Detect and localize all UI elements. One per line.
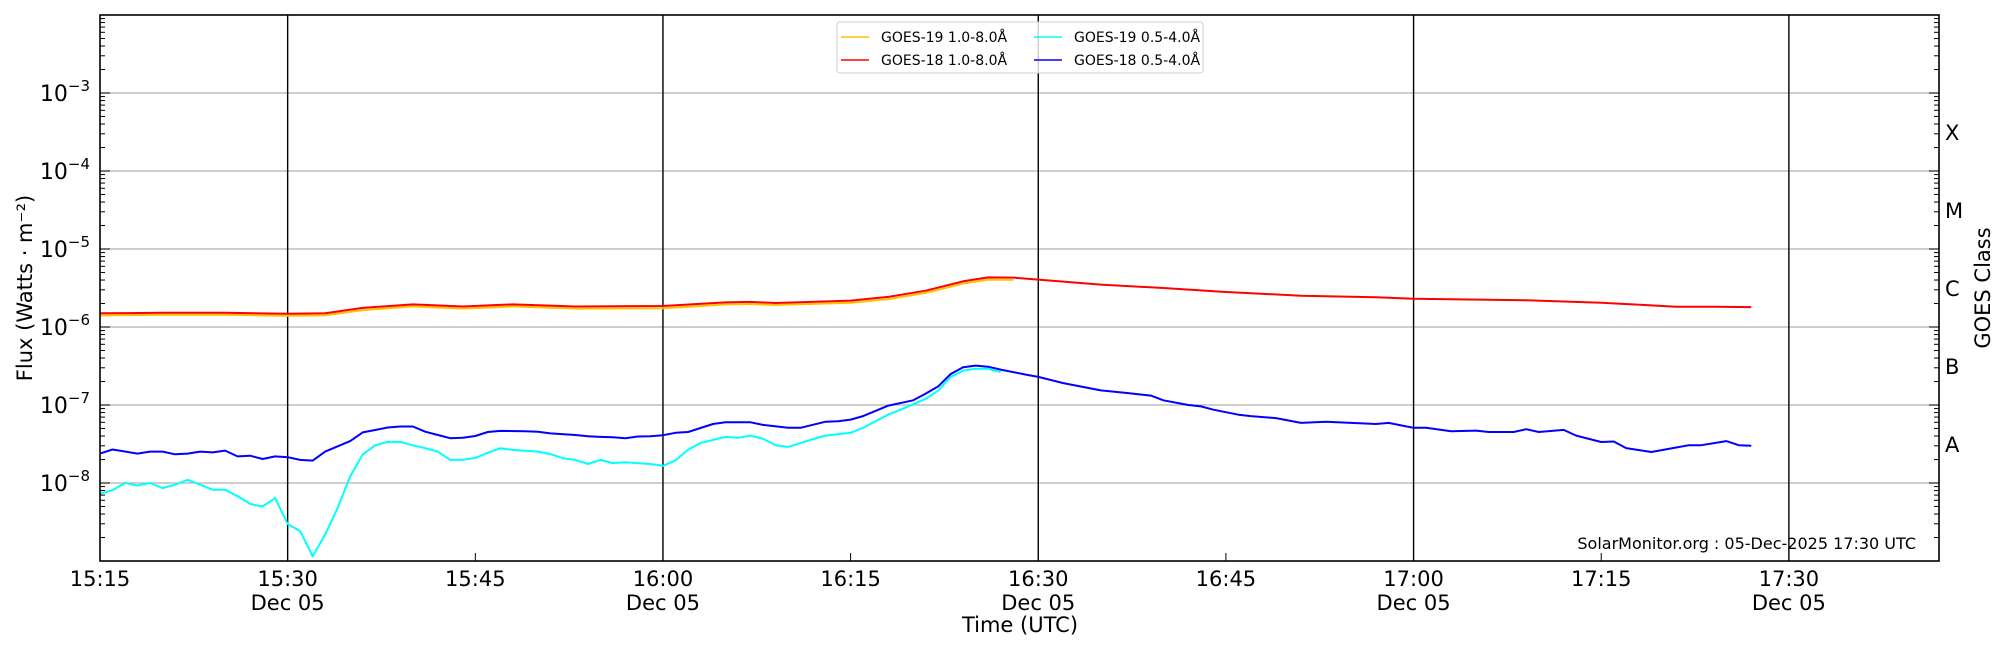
y-tick-exponent: −4 — [68, 155, 90, 173]
x-tick-date-label: Dec 05 — [1377, 591, 1451, 615]
goes-class-label: M — [1945, 199, 1963, 223]
x-tick-label: 16:00 — [633, 567, 694, 591]
x-tick-label: 16:15 — [820, 567, 881, 591]
series-layer — [99, 276, 1752, 558]
x-tick-label: 17:30 — [1759, 567, 1820, 591]
y-tick-label: 10−3 — [40, 77, 90, 107]
legend-box — [836, 21, 1204, 74]
x-tick-label: 15:45 — [445, 567, 506, 591]
x-tick-label: 15:15 — [70, 567, 131, 591]
y-tick-exponent: −3 — [68, 77, 90, 95]
goes-class-label: B — [1945, 355, 1959, 379]
x-tick-label: 17:00 — [1383, 567, 1444, 591]
y-tick-base: 10 — [40, 160, 68, 185]
legend-label: GOES-19 0.5-4.0Å — [1074, 29, 1200, 46]
x-tick-label: 16:45 — [1196, 567, 1257, 591]
y-tick-base: 10 — [40, 82, 68, 107]
y-tick-exponent: −8 — [68, 467, 90, 485]
x-tick-date-label: Dec 05 — [251, 591, 325, 615]
y-axis-label: Flux (Watts · m⁻²) — [13, 195, 37, 381]
plot-frame — [99, 14, 1940, 562]
y-tick-exponent: −5 — [68, 233, 90, 251]
y-tick-label: 10−8 — [40, 467, 90, 497]
goes-class-label: A — [1945, 433, 1960, 457]
series-line-goes-18-1-0-8-0- — [99, 276, 1752, 315]
series-line-goes-18-0-5-4-0- — [99, 364, 1752, 462]
y-tick-exponent: −7 — [68, 389, 90, 407]
grid — [100, 15, 1939, 561]
x-tick-date-label: Dec 05 — [1752, 591, 1826, 615]
goes-class-label: X — [1945, 121, 1959, 145]
series-line-goes-19-0-5-4-0- — [99, 367, 1001, 558]
y-tick-exponent: −6 — [68, 311, 90, 329]
x-tick-label: 16:30 — [1008, 567, 1069, 591]
y-tick-base: 10 — [40, 394, 68, 419]
y-tick-base: 10 — [40, 316, 68, 341]
x-tick-label: 17:15 — [1571, 567, 1632, 591]
legend-label: GOES-18 0.5-4.0Å — [1074, 52, 1200, 69]
legend: GOES-19 1.0-8.0Å GOES-18 1.0-8.0Å GOES-19 … — [836, 21, 1204, 74]
x-tick-date-label: Dec 05 — [626, 591, 700, 615]
y-tick-label: 10−6 — [40, 311, 90, 341]
y-tick-label: 10−4 — [40, 155, 90, 185]
legend-label: GOES-19 1.0-8.0Å — [881, 29, 1007, 46]
y-tick-base: 10 — [40, 472, 68, 497]
goes-class-axis-label: GOES Class — [1971, 227, 1995, 348]
x-tick-label: 15:30 — [257, 567, 318, 591]
x-axis-label: Time (UTC) — [961, 613, 1078, 637]
y-tick-base: 10 — [40, 238, 68, 263]
y-tick-label: 10−7 — [40, 389, 90, 419]
watermark: SolarMonitor.org : 05-Dec-2025 17:30 UTC — [1577, 534, 1916, 553]
y-tick-label: 10−5 — [40, 233, 90, 263]
goes-class-label: C — [1945, 277, 1960, 301]
series-line-goes-19-1-0-8-0- — [99, 278, 1014, 317]
x-tick-date-label: Dec 05 — [1001, 591, 1075, 615]
legend-label: GOES-18 1.0-8.0Å — [881, 52, 1007, 69]
